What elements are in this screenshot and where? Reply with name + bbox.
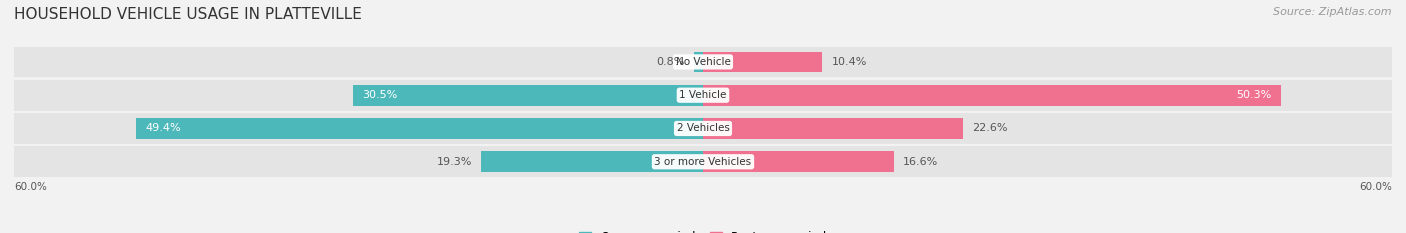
Bar — [136, 118, 703, 139]
Text: 60.0%: 60.0% — [14, 182, 46, 192]
Bar — [14, 113, 1392, 144]
Bar — [14, 147, 1392, 177]
Legend: Owner-occupied, Renter-occupied: Owner-occupied, Renter-occupied — [574, 226, 832, 233]
Text: 49.4%: 49.4% — [145, 123, 180, 134]
Text: 1 Vehicle: 1 Vehicle — [679, 90, 727, 100]
Text: 10.4%: 10.4% — [831, 57, 868, 67]
Text: 60.0%: 60.0% — [1360, 182, 1392, 192]
Bar — [703, 51, 823, 72]
Text: 0.8%: 0.8% — [657, 57, 685, 67]
Bar — [703, 85, 1281, 106]
Text: HOUSEHOLD VEHICLE USAGE IN PLATTEVILLE: HOUSEHOLD VEHICLE USAGE IN PLATTEVILLE — [14, 7, 361, 22]
Bar — [703, 151, 894, 172]
Text: 16.6%: 16.6% — [903, 157, 938, 167]
Bar — [703, 118, 963, 139]
Text: 2 Vehicles: 2 Vehicles — [676, 123, 730, 134]
Bar — [14, 113, 1392, 144]
Bar — [14, 147, 1392, 177]
Text: 30.5%: 30.5% — [361, 90, 398, 100]
Bar — [481, 151, 703, 172]
Bar — [693, 51, 703, 72]
Bar — [353, 85, 703, 106]
Text: 3 or more Vehicles: 3 or more Vehicles — [654, 157, 752, 167]
Text: 19.3%: 19.3% — [437, 157, 472, 167]
Text: 50.3%: 50.3% — [1236, 90, 1271, 100]
Bar — [14, 80, 1392, 110]
Bar — [14, 47, 1392, 77]
Bar — [14, 47, 1392, 77]
Text: Source: ZipAtlas.com: Source: ZipAtlas.com — [1274, 7, 1392, 17]
Text: No Vehicle: No Vehicle — [675, 57, 731, 67]
Bar — [14, 80, 1392, 110]
Text: 22.6%: 22.6% — [972, 123, 1007, 134]
